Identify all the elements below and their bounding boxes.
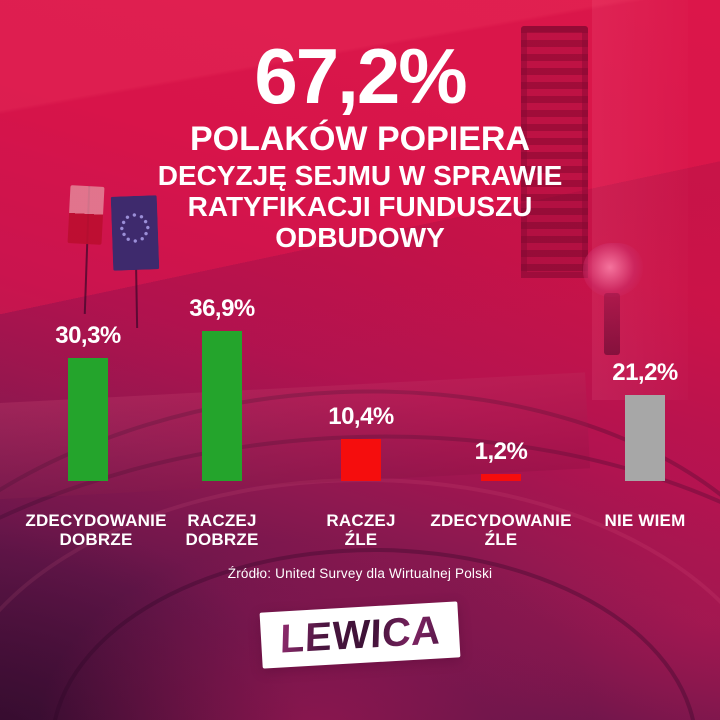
bar-raczej-dobrze xyxy=(202,331,242,481)
bar-zdecydowanie-dobrze xyxy=(68,358,108,481)
bar-value-label: 21,2% xyxy=(612,359,678,386)
flower-vase xyxy=(604,293,620,355)
lewica-logo-text: LEWICA xyxy=(279,607,441,662)
bar-category-label: NIE WIEM xyxy=(604,511,686,530)
lewica-logo: LEWICA xyxy=(259,601,461,669)
headline: 67,2% POLAKÓW POPIERA DECYZJĘ SEJMU W SP… xyxy=(0,36,720,253)
headline-line1: POLAKÓW POPIERA xyxy=(189,120,531,158)
headline-percent: 67,2% xyxy=(254,32,467,120)
bar-category-label: ZDECYDOWANIE DOBRZE xyxy=(25,511,167,549)
bar-nie-wiem xyxy=(625,395,665,481)
flower-bouquet xyxy=(583,243,643,297)
headline-line2: DECYZJĘ SEJMU W SPRAWIE xyxy=(157,160,563,191)
bar-column: 30,3% ZDECYDOWANIE DOBRZE xyxy=(0,0,178,720)
bar-zdecydowanie-zle xyxy=(481,474,521,481)
headline-line3: RATYFIKACJI FUNDUSZU xyxy=(187,191,533,222)
bar-value-label: 1,2% xyxy=(474,438,528,465)
bar-column: 21,2% NIE WIEM xyxy=(555,0,720,720)
bar-column: 10,4% RACZEJ ŹLE xyxy=(271,0,451,720)
bar-value-label: 10,4% xyxy=(328,403,394,430)
bar-column: 1,2% ZDECYDOWANIE ŹLE xyxy=(411,0,591,720)
bar-category-label: ZDECYDOWANIE ŹLE xyxy=(430,511,572,549)
sejm-door xyxy=(521,26,588,278)
bar-raczej-zle xyxy=(341,439,381,481)
source-attribution: Źródło: United Survey dla Wirtualnej Pol… xyxy=(227,566,493,581)
bar-column: 36,9% RACZEJ DOBRZE xyxy=(132,0,312,720)
bar-value-label: 36,9% xyxy=(189,295,255,322)
bar-category-label: RACZEJ DOBRZE xyxy=(185,511,259,549)
headline-line4: ODBUDOWY xyxy=(275,222,445,253)
bar-category-label: RACZEJ ŹLE xyxy=(326,511,396,549)
bar-value-label: 30,3% xyxy=(55,322,121,349)
